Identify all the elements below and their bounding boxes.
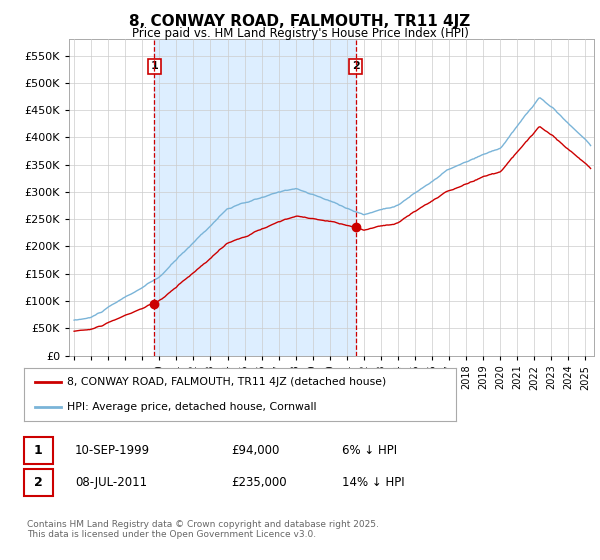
Text: £94,000: £94,000 bbox=[231, 444, 280, 458]
Text: 14% ↓ HPI: 14% ↓ HPI bbox=[342, 476, 404, 489]
Text: 1: 1 bbox=[34, 444, 43, 458]
Text: 8, CONWAY ROAD, FALMOUTH, TR11 4JZ: 8, CONWAY ROAD, FALMOUTH, TR11 4JZ bbox=[130, 14, 470, 29]
Text: HPI: Average price, detached house, Cornwall: HPI: Average price, detached house, Corn… bbox=[67, 402, 317, 412]
Text: 2: 2 bbox=[352, 62, 359, 72]
Text: 6% ↓ HPI: 6% ↓ HPI bbox=[342, 444, 397, 458]
Text: 1: 1 bbox=[151, 62, 158, 72]
Text: 08-JUL-2011: 08-JUL-2011 bbox=[75, 476, 147, 489]
Text: Price paid vs. HM Land Registry's House Price Index (HPI): Price paid vs. HM Land Registry's House … bbox=[131, 27, 469, 40]
Text: 10-SEP-1999: 10-SEP-1999 bbox=[75, 444, 150, 458]
Text: Contains HM Land Registry data © Crown copyright and database right 2025.
This d: Contains HM Land Registry data © Crown c… bbox=[27, 520, 379, 539]
Text: 8, CONWAY ROAD, FALMOUTH, TR11 4JZ (detached house): 8, CONWAY ROAD, FALMOUTH, TR11 4JZ (deta… bbox=[67, 377, 386, 388]
Bar bbox=[154, 39, 356, 356]
Text: 2: 2 bbox=[34, 476, 43, 489]
Text: £235,000: £235,000 bbox=[231, 476, 287, 489]
